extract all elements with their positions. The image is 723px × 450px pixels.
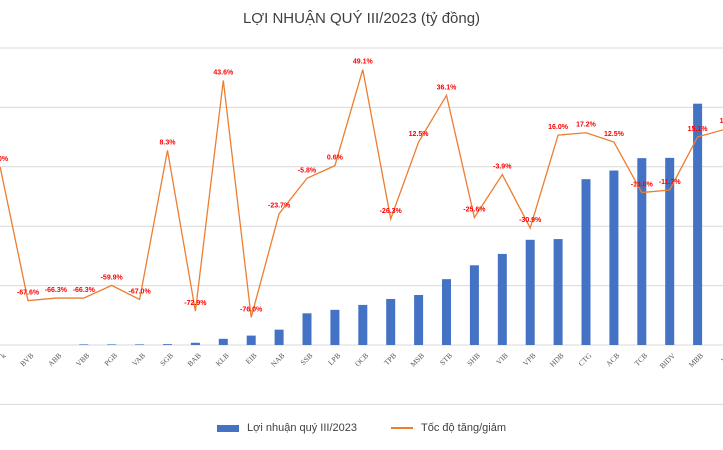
x-tick-label: VAB <box>130 351 147 368</box>
x-tick-label: VIB <box>494 351 510 367</box>
x-tick-label: PGB <box>102 351 119 368</box>
growth-label: -76.0% <box>240 306 263 313</box>
bar <box>79 344 89 345</box>
bar <box>442 279 451 345</box>
growth-label: 43.6% <box>213 69 234 76</box>
bar <box>665 157 675 345</box>
x-tick-label: SHB <box>465 351 482 368</box>
growth-label: 8.3% <box>160 139 177 146</box>
x-tick-label: BAB <box>186 351 203 368</box>
growth-label: -5.8% <box>298 167 317 174</box>
chart-legend: Lợi nhuận quý III/2023 Tốc độ tăng/giảm <box>0 422 723 434</box>
growth-label: .0% <box>0 156 9 163</box>
growth-label: 0.6% <box>327 155 344 162</box>
bar <box>525 239 535 345</box>
legend-bar-swatch <box>217 424 240 432</box>
x-tick-label: STB <box>438 351 454 367</box>
growth-label: -66.3% <box>73 287 96 294</box>
x-tick-label: BIDV <box>658 351 678 371</box>
x-tick-label: LPB <box>326 351 342 367</box>
bar <box>497 253 507 345</box>
chart-plot-area: -67.6% -66.3% -66.3% -59.9% -67.0% 8.3% -72.9%… <box>0 47 723 405</box>
growth-label: 49.1% <box>353 59 374 66</box>
legend-item-profit: Lợi nhuận quý III/2023 <box>217 422 357 434</box>
bar <box>330 309 340 345</box>
x-tick-label: ABB <box>46 351 63 368</box>
x-tick-label: MBB <box>687 351 705 369</box>
growth-label: -72.9% <box>184 300 207 307</box>
growth-label: 15.1% <box>688 126 709 133</box>
x-tick-label: VPB <box>521 351 538 368</box>
bar <box>469 265 479 345</box>
x-tick-label: NAB <box>269 351 287 369</box>
bar <box>163 344 172 345</box>
growth-label: -3.9% <box>493 164 512 171</box>
bar <box>414 295 424 345</box>
x-tick-label: TCB <box>633 351 650 368</box>
growth-label: 36.1% <box>437 84 458 91</box>
bar <box>218 338 228 345</box>
bar <box>553 239 563 345</box>
bar <box>358 304 368 345</box>
growth-label: -59.9% <box>101 274 124 281</box>
x-tick-label: MSB <box>408 351 426 369</box>
growth-label: -13.0% <box>631 182 654 189</box>
growth-label: 12.5% <box>604 131 625 138</box>
x-tick-label: SGB <box>158 351 175 368</box>
bar <box>274 329 284 345</box>
x-tick-label: k <box>0 351 8 360</box>
chart-title: LỢI NHUẬN QUÝ III/2023 (tỷ đồng) <box>242 10 481 27</box>
growth-label: -66.3% <box>45 287 68 294</box>
bar <box>386 298 396 345</box>
growth-label: -67.6% <box>17 290 40 297</box>
legend-label-growth: Tốc độ tăng/giảm <box>420 422 506 434</box>
growth-line <box>0 69 723 318</box>
bar <box>190 342 200 345</box>
growth-label: -67.0% <box>129 288 152 295</box>
bar <box>246 335 256 345</box>
x-tick-label: VBB <box>74 351 91 368</box>
bar <box>135 344 145 345</box>
bar <box>693 103 703 345</box>
growth-label: 19 <box>720 118 723 125</box>
x-tick-label: EIB <box>244 351 259 366</box>
growth-label: -23.7% <box>268 203 291 210</box>
x-tick-label: VC <box>719 351 723 365</box>
x-tick-label: ACB <box>604 351 621 368</box>
legend-item-growth: Tốc độ tăng/giảm <box>390 422 506 434</box>
x-tick-label: KLB <box>214 351 231 368</box>
legend-line-swatch <box>390 427 413 429</box>
x-tick-label: TPB <box>382 351 398 367</box>
bar <box>581 179 591 345</box>
x-tick-label: BVB <box>18 351 35 368</box>
x-tick-label: OCB <box>353 351 370 368</box>
bar <box>609 170 619 345</box>
legend-label-profit: Lợi nhuận quý III/2023 <box>247 422 357 434</box>
growth-label: -25.6% <box>463 206 486 213</box>
growth-label: -30.9% <box>519 217 542 224</box>
growth-label: 16.0% <box>548 124 569 131</box>
bar <box>302 313 312 345</box>
x-tick-label: CTG <box>576 351 593 368</box>
growth-label: 17.2% <box>576 122 597 129</box>
x-tick-label: HDB <box>548 351 566 369</box>
bar <box>637 158 647 345</box>
bar <box>107 344 117 345</box>
x-tick-label: SSB <box>299 351 315 367</box>
growth-label: -26.3% <box>380 208 403 215</box>
growth-label: 12.5% <box>409 131 430 138</box>
growth-label: -11.7% <box>659 179 682 186</box>
